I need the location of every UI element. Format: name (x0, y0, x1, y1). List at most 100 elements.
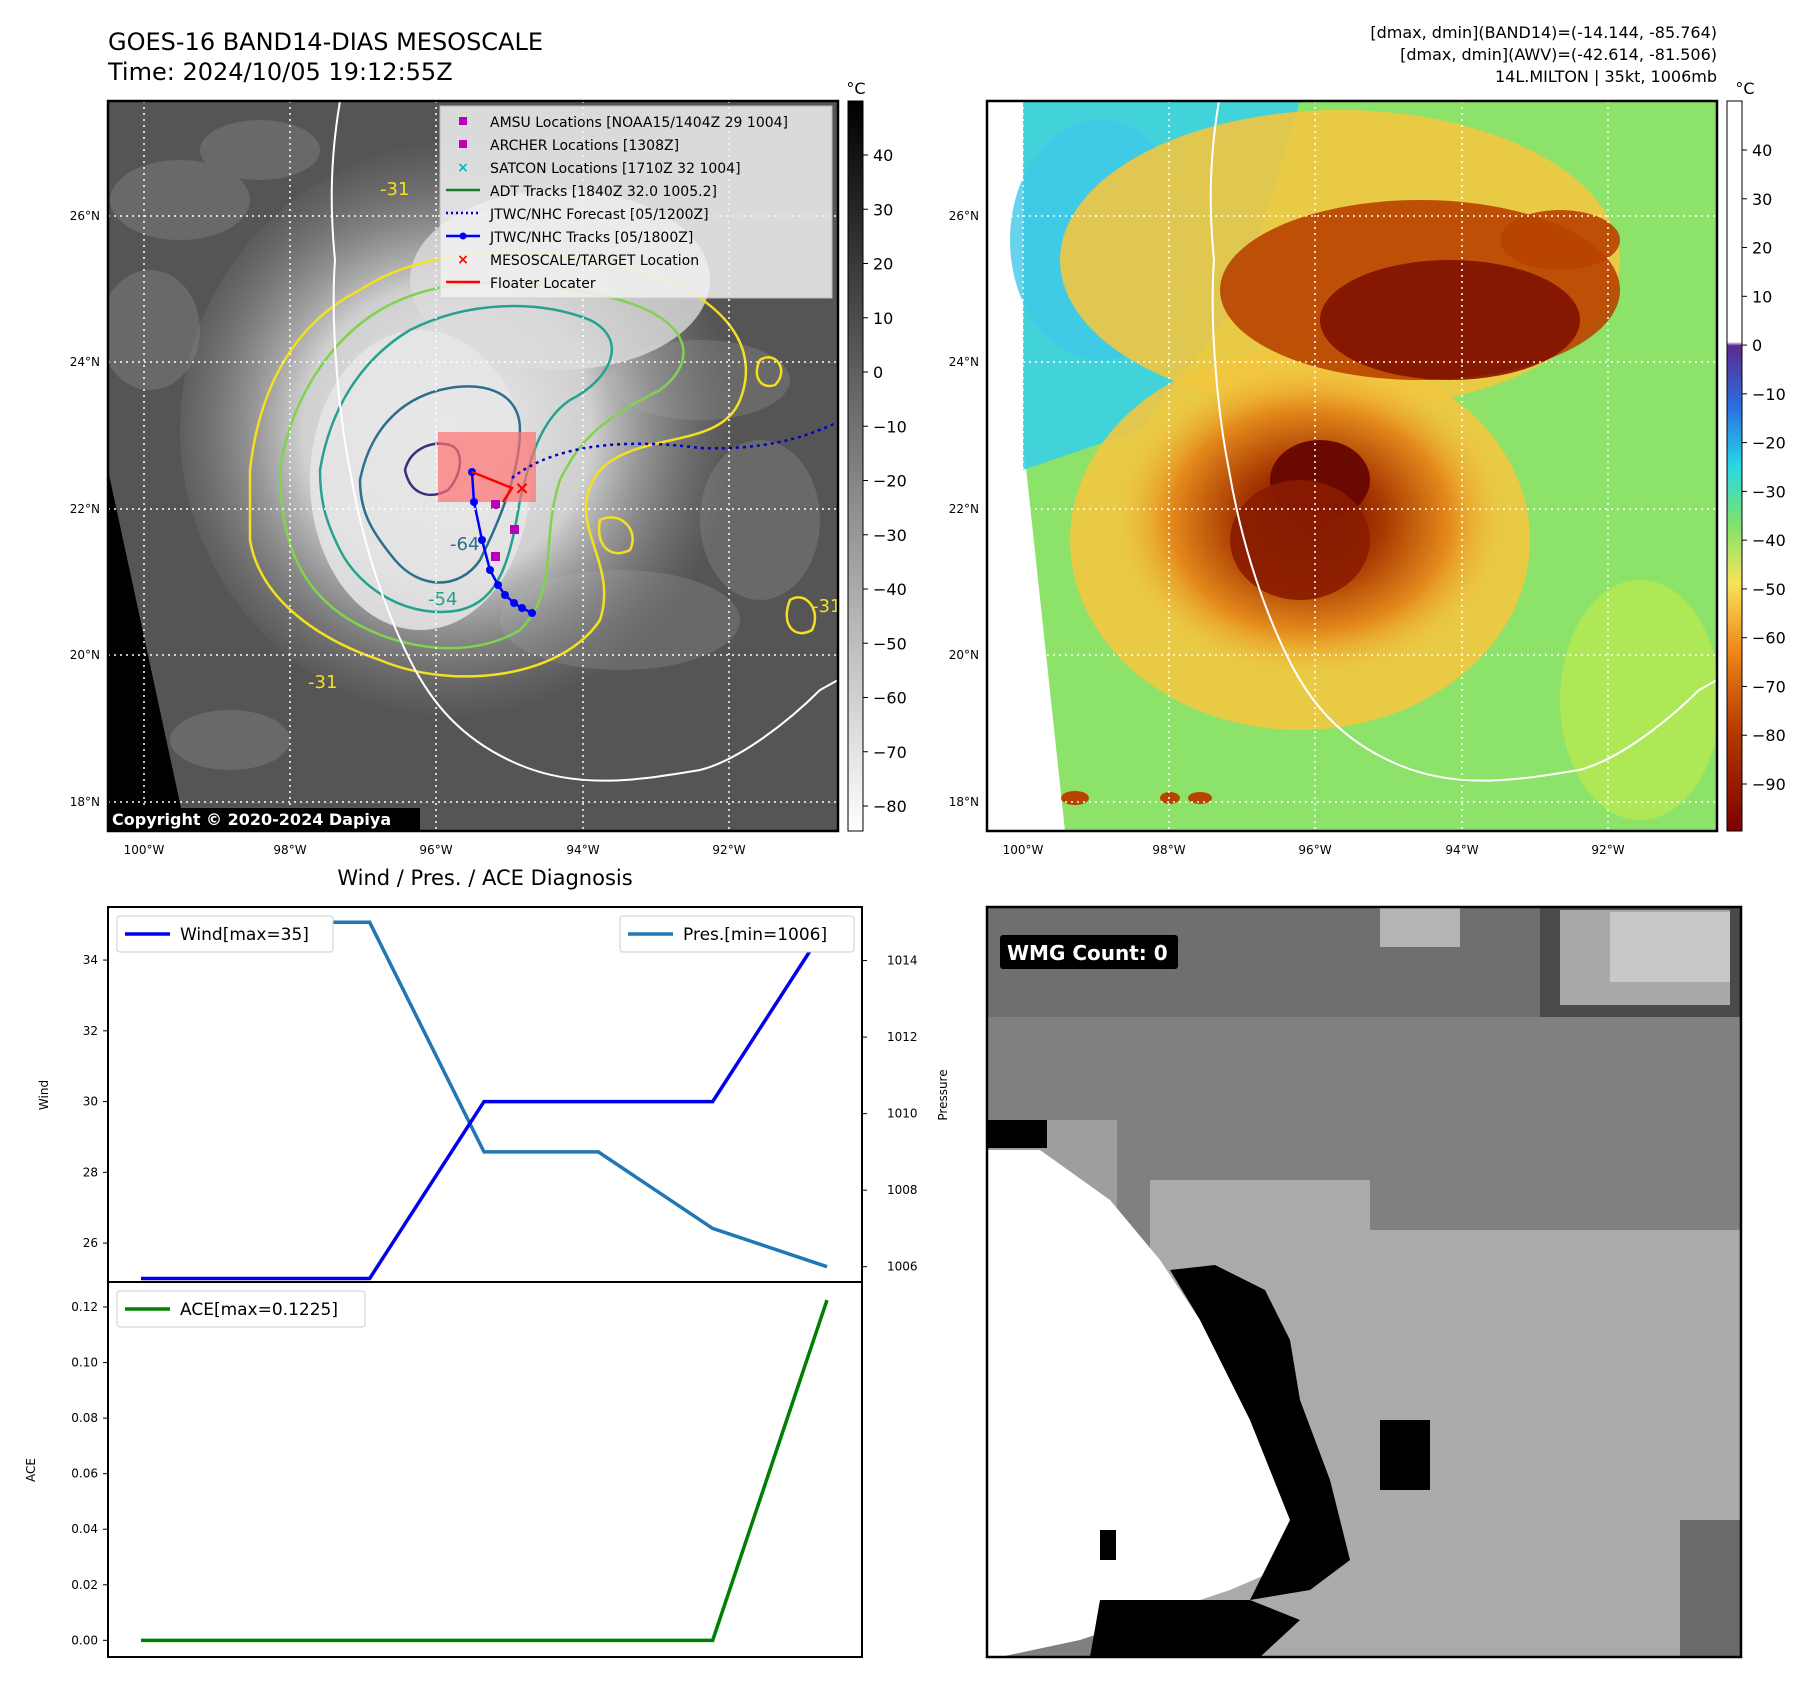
svg-text:20°N: 20°N (70, 648, 100, 662)
legend-forecast: JTWC/NHC Forecast [05/1200Z] (489, 207, 709, 223)
pressure-tick-label: 1014 (887, 954, 918, 968)
contour-label: -31 (380, 179, 409, 200)
colorbar-tick-label: 20 (873, 255, 893, 274)
svg-text:×: × (457, 252, 469, 268)
colorbar-tick-label: −30 (873, 526, 907, 545)
wind-tick-label: 26 (83, 1236, 98, 1250)
colorbar-tick-label: 10 (873, 309, 893, 328)
legend-amsu: AMSU Locations [NOAA15/1404Z 29 1004] (490, 115, 788, 131)
colorbar-tick-label: −40 (1752, 531, 1786, 550)
map-legend: × × AMSU Locations [NOAA15/1404Z 29 1004… (439, 105, 833, 299)
ace-tick-label: 0.02 (71, 1578, 98, 1592)
svg-text:26°N: 26°N (949, 209, 979, 223)
legend-best-track: JTWC/NHC Tracks [05/1800Z] (489, 230, 693, 246)
copyright-label: Copyright © 2020-2024 Dapiya (112, 810, 391, 829)
svg-text:96°W: 96°W (1298, 843, 1331, 857)
svg-text:°C: °C (846, 79, 865, 98)
coastline (330, 101, 838, 782)
wind-legend: Wind[max=35] (116, 915, 334, 953)
awv-map-panel: 100°W 98°W 96°W 94°W 92°W 26°N 24°N 22°N… (949, 79, 1786, 857)
awv-colorbar: °C 40 30 20 10 0 −10 −20 −30 −40 −50 −60 −70 −80 −90 (1726, 79, 1786, 832)
svg-text:94°W: 94°W (1445, 843, 1478, 857)
svg-text:98°W: 98°W (273, 843, 306, 857)
ace-tick-label: 0.04 (71, 1522, 98, 1536)
svg-text:94°W: 94°W (566, 843, 599, 857)
colorbar-tick-label: −20 (873, 472, 907, 491)
wmg-count-label: WMG Count: 0 (1007, 941, 1168, 965)
colorbar-tick-label: −80 (873, 797, 907, 816)
legend-adt: ADT Tracks [1840Z 32.0 1005.2] (490, 184, 717, 200)
svg-text:18°N: 18°N (70, 795, 100, 809)
floater-region (438, 432, 536, 502)
legend-satcon: SATCON Locations [1710Z 32 1004] (490, 161, 741, 177)
contour-label: -31 (308, 672, 337, 693)
colorbar-tick-label: 40 (873, 146, 893, 165)
wind-axis-label: Wind (37, 1080, 51, 1110)
legend-floater: Floater Locater (490, 276, 596, 292)
floater-locater-line (471, 470, 514, 503)
diagnosis-title: Wind / Pres. / ACE Diagnosis (337, 866, 632, 890)
ir-colorbar: °C 40 30 20 10 0 −10 −20 −30 −40 −50 −60 −70 −80 (846, 79, 907, 832)
svg-text:24°N: 24°N (70, 355, 100, 369)
contour-label: -64 (450, 534, 479, 555)
colorbar-tick-label: −20 (1752, 434, 1786, 453)
ir-map-panel: × -31 -31 -31 -64 -54 (70, 79, 907, 857)
edge-region (1170, 1265, 1350, 1600)
colorbar-tick-label: 30 (1752, 190, 1772, 209)
wind-tick-label: 30 (83, 1095, 98, 1109)
awv-stats: [dmax, dmin](AWV)=(-42.614, -81.506) (1400, 45, 1717, 64)
figure-time: Time: 2024/10/05 19:12:55Z (107, 58, 453, 86)
pressure-tick-label: 1012 (887, 1030, 918, 1044)
band14-stats: [dmax, dmin](BAND14)=(-14.144, -85.764) (1370, 23, 1717, 42)
colorbar-tick-label: −10 (1752, 385, 1786, 404)
colorbar-tick-label: −70 (1752, 677, 1786, 696)
left-lat-ticks: 26°N 24°N 22°N 20°N 18°N (70, 209, 100, 809)
svg-text:100°W: 100°W (1003, 843, 1044, 857)
pressure-axis-label: Pressure (936, 1069, 950, 1120)
colorbar-tick-label: −60 (1752, 629, 1786, 648)
right-lon-ticks: 100°W 98°W 96°W 94°W 92°W (1003, 843, 1625, 857)
svg-text:22°N: 22°N (70, 502, 100, 516)
storm-info: 14L.MILTON | 35kt, 1006mb (1495, 67, 1717, 86)
ace-series-line (141, 1299, 829, 1643)
no-data-region (108, 101, 186, 831)
svg-text:24°N: 24°N (949, 355, 979, 369)
svg-text:ACE[max=0.1225]: ACE[max=0.1225] (180, 1300, 338, 1320)
ace-tick-label: 0.12 (71, 1300, 98, 1314)
ace-tick-label: 0.00 (71, 1633, 98, 1647)
ace-chart: ACE 0.12 0.10 0.08 0.06 0.04 0.02 0.00 ACE[max… (24, 1281, 863, 1658)
svg-text:22°N: 22°N (949, 502, 979, 516)
pressure-tick-label: 1006 (887, 1260, 918, 1274)
svg-text:26°N: 26°N (70, 209, 100, 223)
svg-text:18°N: 18°N (949, 795, 979, 809)
wind-pressure-chart: Wind Pressure 34 32 30 28 26 1014 1012 1010 100… (37, 906, 950, 1283)
amsu-markers (491, 500, 519, 561)
colorbar-tick-label: 0 (873, 363, 883, 382)
target-location-marker: × (514, 478, 529, 499)
svg-text:96°W: 96°W (419, 843, 452, 857)
lat-lon-grid (987, 101, 1717, 831)
best-track-points (468, 468, 536, 617)
ace-tick-label: 0.08 (71, 1411, 98, 1425)
colorbar-tick-label: −80 (1752, 726, 1786, 745)
ace-axis-label: ACE (24, 1458, 38, 1482)
coastline (1209, 101, 1717, 782)
svg-text:×: × (457, 160, 469, 176)
colorbar-tick-label: −60 (873, 689, 907, 708)
svg-text:Wind[max=35]: Wind[max=35] (180, 925, 309, 945)
colorbar-tick-label: 30 (873, 200, 893, 219)
wmg-panel: WMG Count: 0 (985, 905, 1743, 1659)
svg-text:98°W: 98°W (1152, 843, 1185, 857)
colorbar-tick-label: −10 (873, 417, 907, 436)
pressure-tick-label: 1008 (887, 1183, 918, 1197)
ace-tick-label: 0.10 (71, 1356, 98, 1370)
svg-text:100°W: 100°W (124, 843, 165, 857)
svg-text:92°W: 92°W (1591, 843, 1624, 857)
wind-series-line (141, 923, 829, 1281)
svg-text:Pres.[min=1006]: Pres.[min=1006] (683, 925, 827, 945)
colorbar-tick-label: −30 (1752, 482, 1786, 501)
right-lat-ticks: 26°N 24°N 22°N 20°N 18°N (949, 209, 979, 809)
ace-legend: ACE[max=0.1225] (116, 1290, 366, 1328)
colorbar-tick-label: −90 (1752, 775, 1786, 794)
pressure-legend: Pres.[min=1006] (619, 915, 855, 953)
